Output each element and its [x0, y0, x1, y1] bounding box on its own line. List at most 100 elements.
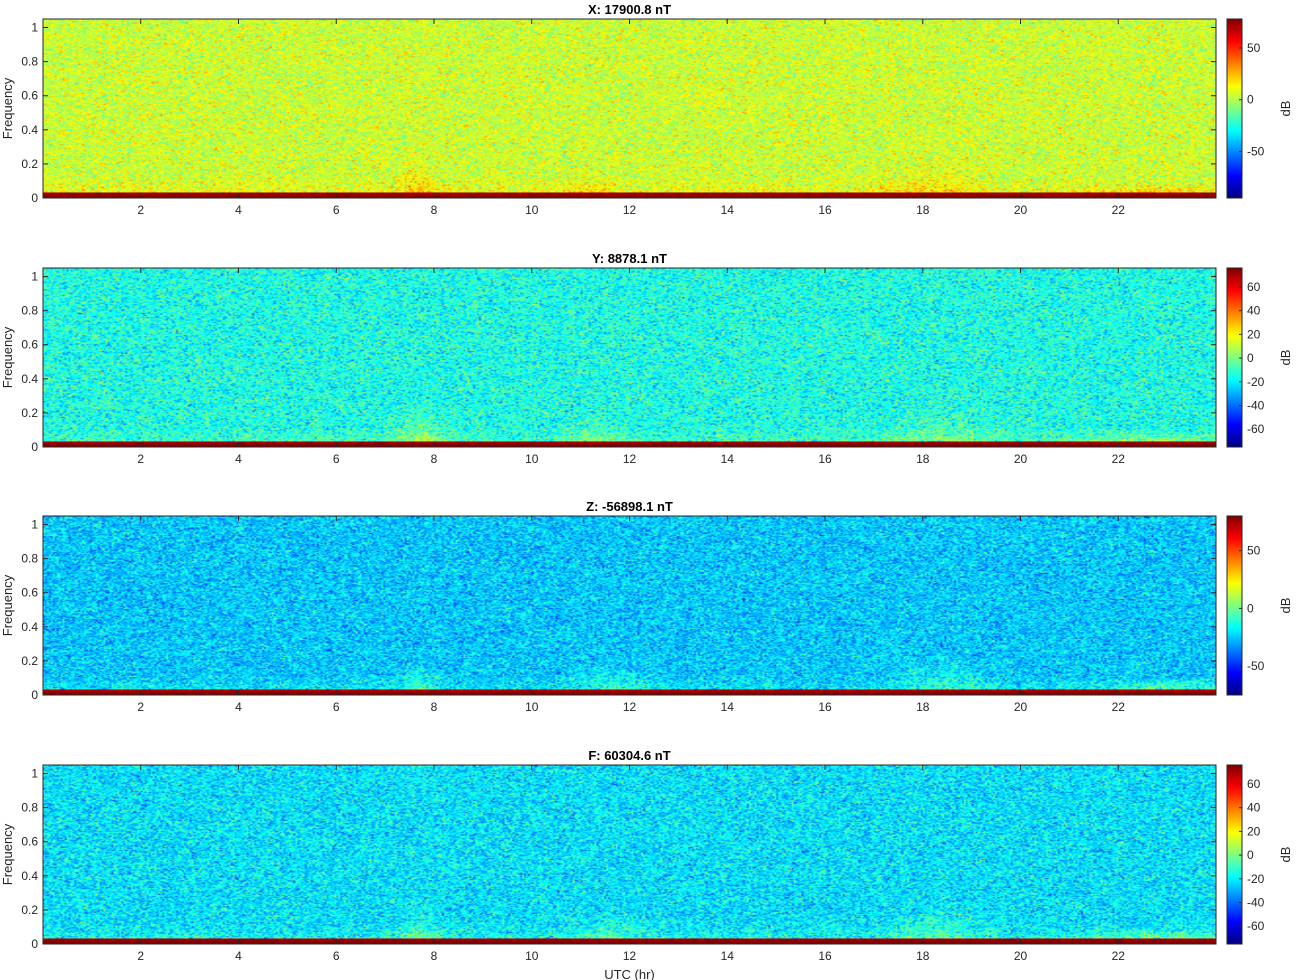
colorbar-gradient	[1227, 516, 1242, 695]
x-tick-label: 6	[333, 700, 340, 714]
y-tick-label: 0.6	[21, 89, 38, 103]
colorbar-box	[1226, 764, 1243, 945]
x-tick-label: 20	[1014, 452, 1028, 466]
colorbar: -60 -40 -20 0 20 40 60 dB	[1226, 267, 1293, 448]
x-tick-label: 20	[1014, 700, 1028, 714]
x-tick-label: 6	[333, 452, 340, 466]
x-tick-label: 22	[1112, 700, 1126, 714]
y-tick-label: 1	[31, 270, 38, 284]
colorbar-tick-label: -50	[1247, 144, 1265, 158]
x-tick-label: 10	[525, 452, 539, 466]
x-tick-label: 8	[431, 203, 438, 217]
x-tick-label: 6	[333, 949, 340, 963]
colorbar-box	[1226, 267, 1243, 448]
x-tick-label: 8	[431, 452, 438, 466]
y-tick-label: 0.4	[21, 123, 38, 137]
x-tick-label: 12	[623, 700, 637, 714]
x-tick-label: 18	[916, 700, 930, 714]
colorbar-box	[1226, 515, 1243, 696]
panel-title: Z: -56898.1 nT	[586, 499, 673, 514]
y-axis-label: Frequency	[0, 326, 15, 388]
colorbar-tick-label: 0	[1247, 351, 1254, 365]
x-tick-label: 8	[431, 949, 438, 963]
panel-title: X: 17900.8 nT	[588, 2, 671, 17]
x-tick-label: 10	[525, 700, 539, 714]
panel-title: Y: 8878.1 nT	[592, 251, 667, 266]
x-tick-label: 18	[916, 203, 930, 217]
y-tick-label: 0	[31, 440, 38, 454]
y-tick-label: 1	[31, 21, 38, 35]
colorbar: -50 0 50 dB	[1226, 18, 1293, 199]
colorbar-label: dB	[1278, 101, 1293, 117]
colorbar-tick-label: 0	[1247, 601, 1254, 615]
colorbar-gradient	[1227, 268, 1242, 447]
y-tick-label: 0.8	[21, 55, 38, 69]
colorbar-tick-label: 40	[1247, 304, 1261, 318]
y-axis-label: Frequency	[0, 823, 15, 885]
y-axis-label: Frequency	[0, 77, 15, 139]
spectrogram-image	[43, 268, 1216, 447]
y-tick-label: 0.4	[21, 620, 38, 634]
colorbar-tick-label: -20	[1247, 872, 1265, 886]
y-tick-label: 0	[31, 191, 38, 205]
colorbar: -60 -40 -20 0 20 40 60 dB	[1226, 764, 1293, 945]
x-tick-label: 14	[721, 700, 735, 714]
y-tick-label: 0.2	[21, 157, 38, 171]
x-tick-label: 14	[721, 949, 735, 963]
x-tick-label: 22	[1112, 949, 1126, 963]
colorbar-tick-label: 0	[1247, 848, 1254, 862]
colorbar-tick-label: 60	[1247, 777, 1261, 791]
x-tick-label: 18	[916, 452, 930, 466]
panel-title: F: 60304.6 nT	[588, 748, 670, 763]
spectrogram-panel-1: 2 4 6 8 10 12 14 16 18 20 22 0 0.2 0.4 0.6 0.8 1 X: 17900…	[0, 2, 1293, 217]
colorbar-tick-label: 50	[1247, 544, 1261, 558]
colorbar-tick-label: 20	[1247, 824, 1261, 838]
x-tick-label: 8	[431, 700, 438, 714]
x-tick-label: 16	[818, 203, 832, 217]
y-tick-label: 0.2	[21, 654, 38, 668]
colorbar-label: dB	[1278, 598, 1293, 614]
y-tick-label: 0	[31, 937, 38, 951]
x-tick-label: 16	[818, 949, 832, 963]
y-axis-label: Frequency	[0, 574, 15, 636]
y-tick-label: 0.6	[21, 835, 38, 849]
colorbar-tick-label: 60	[1247, 280, 1261, 294]
x-tick-label: 4	[235, 700, 242, 714]
spectrogram-image	[43, 19, 1216, 198]
x-tick-label: 16	[818, 700, 832, 714]
colorbar-gradient	[1227, 19, 1242, 198]
y-tick-label: 0.8	[21, 304, 38, 318]
y-tick-label: 0.4	[21, 869, 38, 883]
colorbar-label: dB	[1278, 350, 1293, 366]
colorbar-tick-label: -40	[1247, 399, 1265, 413]
x-tick-label: 12	[623, 949, 637, 963]
y-tick-label: 0.4	[21, 372, 38, 386]
y-tick-label: 0.8	[21, 801, 38, 815]
x-axis-label: UTC (hr)	[604, 967, 655, 980]
colorbar-tick-label: 0	[1247, 93, 1254, 107]
x-tick-label: 14	[721, 452, 735, 466]
colorbar-label: dB	[1278, 847, 1293, 863]
y-tick-label: 0.2	[21, 406, 38, 420]
x-tick-label: 10	[525, 949, 539, 963]
spectrogram-panel-4: 2 4 6 8 10 12 14 16 18 20 22 0 0.2 0.4 0.6 0.8 1 F: 60304…	[0, 748, 1293, 980]
x-tick-label: 18	[916, 949, 930, 963]
x-tick-label: 16	[818, 452, 832, 466]
x-tick-label: 2	[137, 452, 144, 466]
y-tick-label: 1	[31, 518, 38, 532]
y-tick-label: 0.2	[21, 903, 38, 917]
x-tick-label: 22	[1112, 452, 1126, 466]
x-tick-label: 12	[623, 452, 637, 466]
x-tick-label: 20	[1014, 949, 1028, 963]
colorbar-tick-label: -50	[1247, 659, 1265, 673]
colorbar-tick-label: -60	[1247, 422, 1265, 436]
colorbar-tick-label: -20	[1247, 375, 1265, 389]
y-tick-label: 0.6	[21, 586, 38, 600]
spectrogram-panel-2: 2 4 6 8 10 12 14 16 18 20 22 0 0.2 0.4 0.6 0.8 1 Y: 8878.…	[0, 251, 1293, 466]
spectrogram-panel-3: 2 4 6 8 10 12 14 16 18 20 22 0 0.2 0.4 0.6 0.8 1 Z: -5689…	[0, 499, 1293, 714]
x-tick-label: 6	[333, 203, 340, 217]
x-tick-label: 10	[525, 203, 539, 217]
y-tick-label: 1	[31, 767, 38, 781]
y-tick-label: 0.6	[21, 338, 38, 352]
